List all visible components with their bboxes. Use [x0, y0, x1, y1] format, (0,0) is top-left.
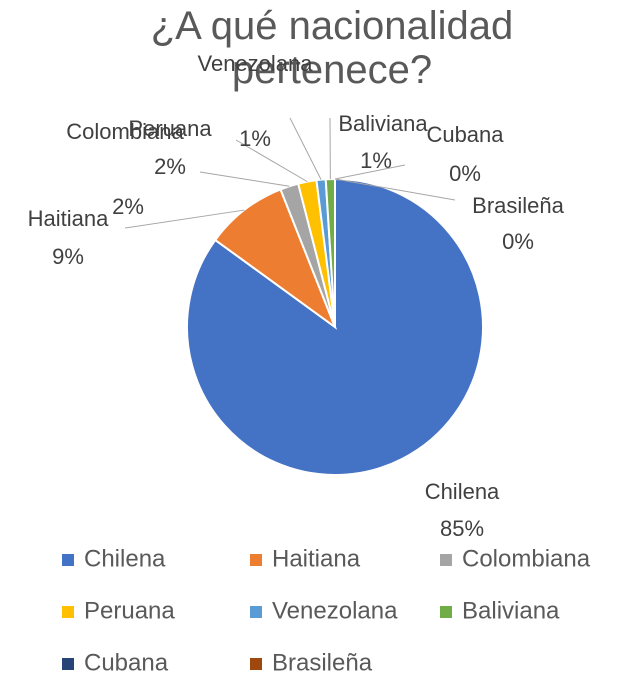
legend-swatch [250, 606, 262, 618]
data-label: 9% [52, 244, 84, 269]
data-label: 0% [449, 161, 481, 186]
data-label-name: Baliviana [338, 111, 428, 136]
legend-label: Baliviana [462, 597, 560, 624]
legend-label: Cubana [84, 649, 169, 676]
data-label: 2% [112, 194, 144, 219]
data-label-name: Cubana [426, 122, 504, 147]
data-label: 0% [502, 229, 534, 254]
data-label-name: Peruana [128, 116, 212, 141]
leader-line [334, 178, 456, 201]
legend-swatch [250, 658, 262, 670]
legend-label: Chilena [84, 545, 166, 572]
data-label-name: Chilena [425, 479, 500, 504]
legend-swatch [62, 554, 74, 566]
data-label: 2% [154, 154, 186, 179]
legend-label: Colombiana [462, 545, 591, 572]
legend-swatch [62, 606, 74, 618]
leader-line [124, 209, 245, 229]
data-label-name: Venezolana [198, 51, 314, 76]
legend-label: Venezolana [272, 597, 398, 624]
leader-line [289, 117, 322, 180]
pie-slice [213, 188, 338, 330]
data-label-name: Brasileña [472, 193, 564, 218]
legend-label: Brasileña [272, 649, 373, 676]
leader-line [235, 139, 308, 183]
legend-label: Haitiana [272, 545, 361, 572]
legend-swatch [62, 658, 74, 670]
legend-swatch [250, 554, 262, 566]
data-label: 85% [440, 516, 484, 541]
legend-label: Peruana [84, 597, 175, 624]
data-label-name: Haitiana [28, 206, 109, 231]
data-label-name: Colombiana [66, 119, 184, 144]
chart-title: ¿A qué nacionalidad pertenece? [150, 4, 514, 92]
leader-line [199, 171, 290, 187]
legend-swatch [440, 606, 452, 618]
data-label: 1% [239, 126, 271, 151]
legend-swatch [440, 554, 452, 566]
leader-line [334, 164, 406, 180]
